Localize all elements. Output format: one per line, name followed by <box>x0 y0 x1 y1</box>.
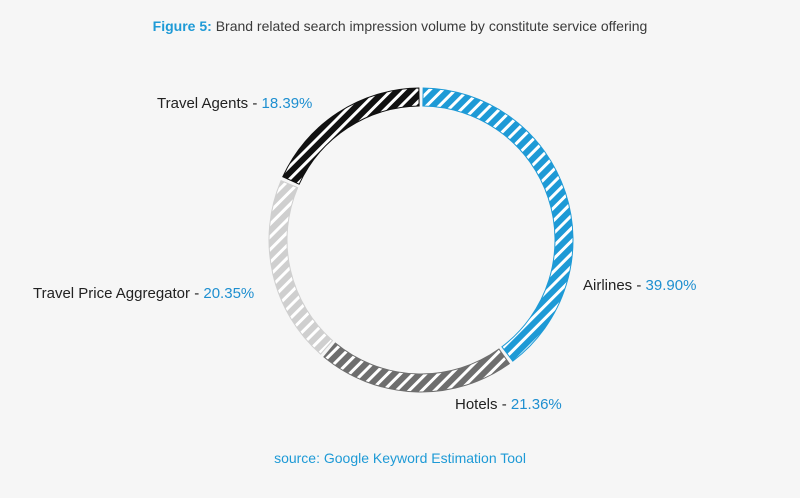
figure-title: Figure 5: Brand related search impressio… <box>0 18 800 34</box>
slice-travel-price-aggregator <box>268 179 334 355</box>
slice-airlines <box>422 87 574 362</box>
slice-name: Hotels <box>455 396 498 413</box>
slice-name: Airlines <box>583 277 633 294</box>
slice-percent: 21.36% <box>510 396 562 413</box>
slice-percent: 20.35% <box>203 285 255 302</box>
slice-label-hotels: Hotels - 21.36% <box>455 396 562 413</box>
slice-label-travel-agents: Travel Agents - 18.39% <box>157 95 313 112</box>
slice-percent: 39.90% <box>645 277 697 294</box>
slice-hotels <box>323 342 511 393</box>
figure-title-text: Brand related search impression volume b… <box>215 18 648 34</box>
slice-name: Travel Agents <box>157 95 249 112</box>
slice-name: Travel Price Aggregator <box>33 285 191 302</box>
slice-travel-agents <box>282 87 420 185</box>
slice-label-airlines: Airlines - 39.90% <box>583 277 697 294</box>
source-note: source: Google Keyword Estimation Tool <box>274 450 526 466</box>
slice-label-travel-price-aggregator: Travel Price Aggregator - 20.35% <box>33 285 255 302</box>
slice-percent: 18.39% <box>261 95 313 112</box>
figure-number: Figure 5: <box>152 18 212 34</box>
